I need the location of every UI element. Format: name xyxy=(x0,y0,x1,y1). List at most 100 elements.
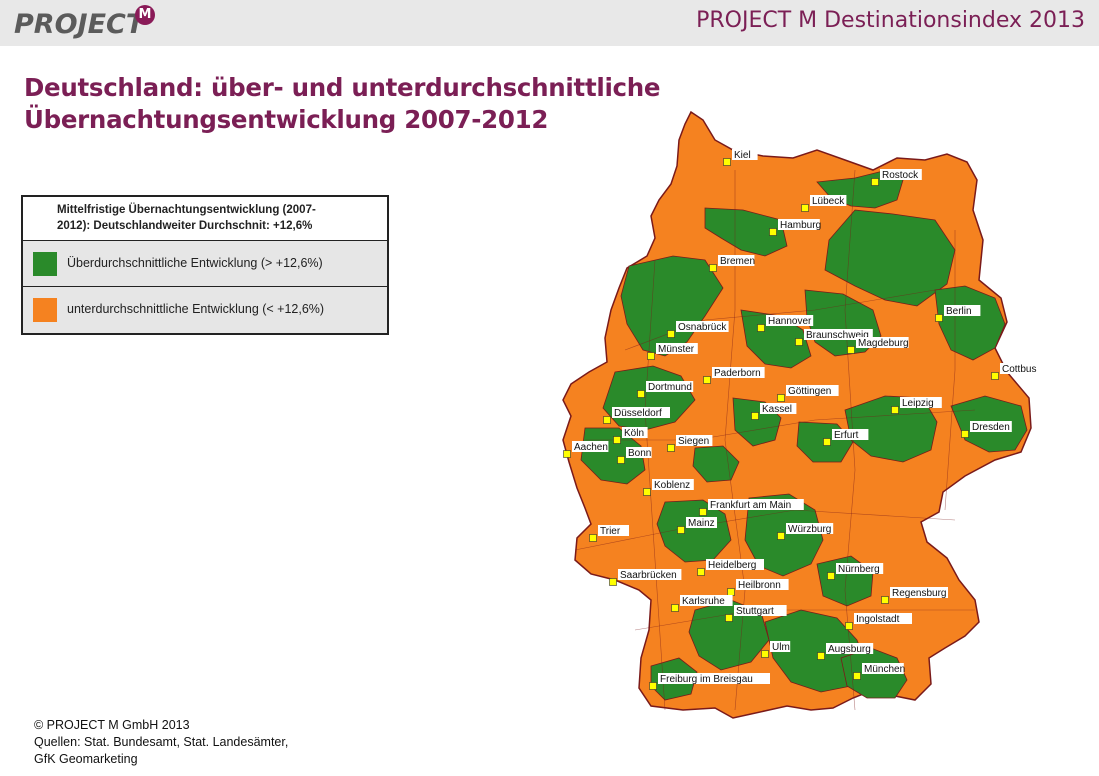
logo-badge: M xyxy=(135,5,155,25)
city-label-lübeck: Lübeck xyxy=(812,196,845,207)
city-label-bg-trier xyxy=(598,525,629,536)
city-label-heilbronn: Heilbronn xyxy=(738,580,781,591)
legend-heading: Mittelfristige Übernachtungsentwicklung … xyxy=(23,197,387,241)
footer-sources-line1: Quellen: Stat. Bundesamt, Stat. Landesäm… xyxy=(34,735,289,749)
city-label-kassel: Kassel xyxy=(762,404,792,415)
city-label-bg-aachen xyxy=(572,441,609,452)
city-label-bg-kiel xyxy=(732,149,758,160)
city-label-koblenz: Koblenz xyxy=(654,480,690,491)
city-label-bg-stuttgart xyxy=(734,605,787,616)
city-label-mainz: Mainz xyxy=(688,518,715,529)
city-label-leipzig: Leipzig xyxy=(902,398,934,409)
city-marker-bremen xyxy=(709,264,717,272)
city-label-bg-saarbrücken xyxy=(618,569,682,580)
city-label-heidelberg: Heidelberg xyxy=(708,560,756,571)
city-marker-osnabrück xyxy=(667,330,675,338)
city-label-bg-köln xyxy=(622,427,648,438)
city-label-köln: Köln xyxy=(624,428,644,439)
logo: PROJECT xyxy=(14,9,145,40)
city-label-bremen: Bremen xyxy=(720,256,755,267)
city-marker-dortmund xyxy=(637,390,645,398)
region-lower-saxony-west xyxy=(620,255,724,357)
city-label-trier: Trier xyxy=(600,526,621,537)
germany-map-svg: Kiel Rostock Lübeck Hamburg Bremen Berlin Hann… xyxy=(562,110,1042,719)
city-marker-düsseldorf xyxy=(603,416,611,424)
city-label-bg-heilbronn xyxy=(736,579,789,590)
city-label-saarbrücken: Saarbrücken xyxy=(620,570,677,581)
city-marker-stuttgart xyxy=(725,614,733,622)
city-label-bg-erfurt xyxy=(832,429,869,440)
legend: Mittelfristige Übernachtungsentwicklung … xyxy=(21,195,389,335)
city-label-düsseldorf: Düsseldorf xyxy=(614,408,662,419)
city-marker-aachen xyxy=(563,450,571,458)
city-marker-bonn xyxy=(617,456,625,464)
city-label-berlin: Berlin xyxy=(946,306,972,317)
city-label-paderborn: Paderborn xyxy=(714,368,761,379)
page-title-line1: Deutschland: über- und unterdurchschnitt… xyxy=(24,73,661,102)
city-label-osnabrück: Osnabrück xyxy=(678,322,727,333)
city-label-cottbus: Cottbus xyxy=(1002,364,1036,375)
city-marker-augsburg xyxy=(817,652,825,660)
city-marker-münster xyxy=(647,352,655,360)
city-label-bg-berlin xyxy=(944,305,981,316)
city-label-würzburg: Würzburg xyxy=(788,524,831,535)
city-marker-regensburg xyxy=(881,596,889,604)
city-label-ulm: Ulm xyxy=(772,642,790,653)
city-label-bg-leipzig xyxy=(900,397,942,408)
city-label-bg-regensburg xyxy=(890,587,948,598)
city-marker-freiburg-im-breisgau xyxy=(649,682,657,690)
city-label-bg-bremen xyxy=(718,255,755,266)
city-marker-göttingen xyxy=(777,394,785,402)
city-label-dresden: Dresden xyxy=(972,422,1010,433)
city-marker-ingolstadt xyxy=(845,622,853,630)
city-marker-kiel xyxy=(723,158,731,166)
city-label-bg-würzburg xyxy=(786,523,834,534)
city-marker-mainz xyxy=(677,526,685,534)
city-label-bg-ulm xyxy=(770,641,791,652)
footer-sources: © PROJECT M GmbH 2013 Quellen: Stat. Bun… xyxy=(34,717,334,768)
region-borders xyxy=(574,169,976,711)
city-label-bg-bonn xyxy=(626,447,652,458)
city-label-ingolstadt: Ingolstadt xyxy=(856,614,900,625)
city-marker-ulm xyxy=(761,650,769,658)
city-marker-siegen xyxy=(667,444,675,452)
city-label-bg-hannover xyxy=(766,315,814,326)
city-label-bg-dresden xyxy=(970,421,1012,432)
city-marker-köln xyxy=(613,436,621,444)
city-marker-frankfurt-am-main xyxy=(699,508,707,516)
city-label-erfurt: Erfurt xyxy=(834,430,859,441)
region-central-hesse xyxy=(692,445,740,483)
legend-swatch-orange xyxy=(33,298,57,322)
city-label-magdeburg: Magdeburg xyxy=(858,338,909,349)
city-marker-braunschweig xyxy=(795,338,803,346)
legend-heading-line2: 2012): Deutschlandweiter Durchschnit: +1… xyxy=(57,220,313,232)
city-label-bg-paderborn xyxy=(712,367,765,378)
city-label-münster: Münster xyxy=(658,344,695,355)
city-label-bg-frankfurt-am-main xyxy=(708,499,804,510)
city-label-bg-düsseldorf xyxy=(612,407,670,418)
city-marker-hannover xyxy=(757,324,765,332)
city-marker-trier xyxy=(589,534,597,542)
city-label-frankfurt-am-main: Frankfurt am Main xyxy=(710,500,791,511)
legend-label-below: unterdurchschnittliche Entwicklung (< +1… xyxy=(67,302,325,316)
city-label-rostock: Rostock xyxy=(882,170,919,181)
region-leipzig xyxy=(844,395,938,463)
city-label-bg-lübeck xyxy=(810,195,847,206)
city-layer: Kiel Rostock Lübeck Hamburg Bremen Berlin Hann… xyxy=(563,149,1042,690)
legend-item-below: unterdurchschnittliche Entwicklung (< +1… xyxy=(23,287,387,333)
city-marker-nürnberg xyxy=(827,572,835,580)
city-label-regensburg: Regensburg xyxy=(892,588,946,599)
city-label-bg-cottbus xyxy=(1000,363,1042,374)
region-hamburg xyxy=(704,207,788,257)
city-label-bg-kassel xyxy=(760,403,797,414)
city-marker-kassel xyxy=(751,412,759,420)
city-marker-paderborn xyxy=(703,376,711,384)
city-label-münchen: München xyxy=(864,664,905,675)
city-marker-erfurt xyxy=(823,438,831,446)
city-marker-lübeck xyxy=(801,204,809,212)
city-label-nürnberg: Nürnberg xyxy=(838,564,880,575)
city-marker-würzburg xyxy=(777,532,785,540)
region-north-east xyxy=(824,209,956,307)
page-title-line2: Übernachtungsentwicklung 2007-2012 xyxy=(24,105,549,134)
city-label-bg-heidelberg xyxy=(706,559,764,570)
